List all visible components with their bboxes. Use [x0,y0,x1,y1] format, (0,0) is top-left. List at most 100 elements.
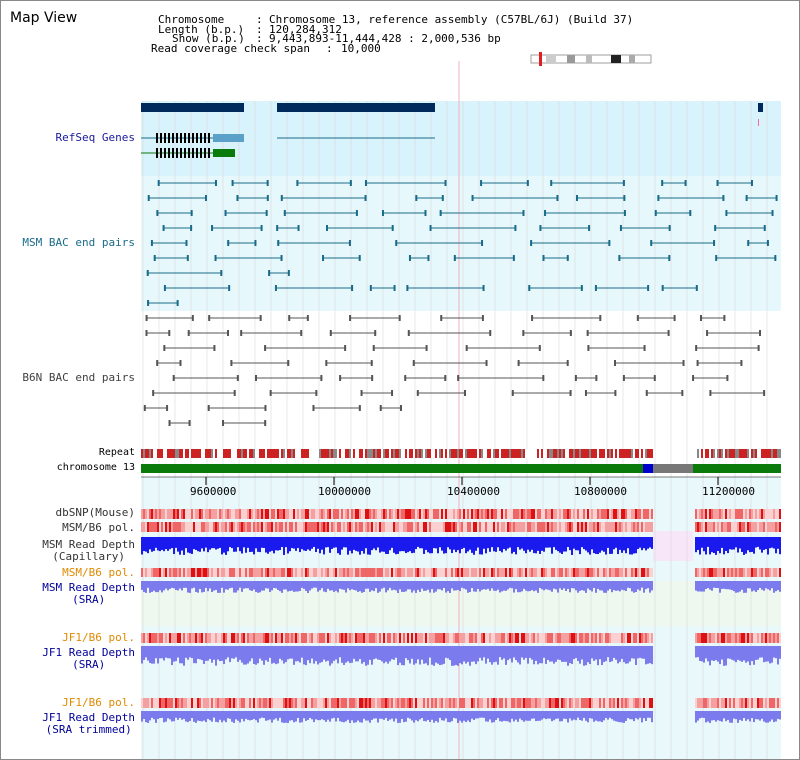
msm-depth-bin [269,537,271,552]
msm-bac-pair-end [211,225,214,231]
jf1-trim-bin [311,711,313,720]
jf1-trim-bin [717,711,719,721]
dbsnp-bin [589,509,591,519]
msm-pol2-bin [297,568,299,577]
jf1-trim-bin [553,711,555,721]
jf1-trim-bin [151,711,153,718]
jf1-pol2-bin [465,698,467,708]
jf1-pol2-bin [377,698,379,708]
msm-pol-bin [475,522,477,532]
msm-pol2-bin [389,568,391,577]
jf1-pol2-bin [739,698,741,708]
b6n-bac-pair-end [188,420,191,426]
track-label-msm-pol-2[interactable]: MSM/B6 pol. [62,566,135,579]
b6n-bac-pair-end [569,330,572,336]
jf1-pol2-bin [749,698,751,708]
track-label-jf1-depth-trim[interactable]: JF1 Read Depth (SRA trimmed) [42,711,135,736]
jf1-trim-bin [607,711,609,720]
jf1-pol-bin [539,633,541,643]
track-label-msm-depth-cap[interactable]: MSM Read Depth (Capillary) [42,538,135,563]
msm-pol2-bin [209,568,211,577]
msm-depth-bin [365,537,367,549]
msm-pol-bin [637,522,639,532]
jf1-trim-bin [225,711,227,723]
msm-pol2-bin [401,568,403,577]
jf1-pol-bin [437,633,439,643]
msm-depth-bin [305,537,307,551]
repeat-block [441,449,443,458]
track-label-msm-depth-sra[interactable]: MSM Read Depth (SRA) [42,581,135,606]
chromosome-ideogram[interactable] [530,52,652,66]
track-label-jf1-depth-sra[interactable]: JF1 Read Depth (SRA) [42,646,135,671]
repeat-block [701,449,703,458]
jf1-sra-bin [765,646,767,662]
repeat-block [431,449,433,458]
repeat-block [629,449,631,458]
msm-pol-bin [479,522,481,532]
track-label-msm-bac[interactable]: MSM BAC end pairs [22,236,135,249]
track-label-msm-pol-1[interactable]: MSM/B6 pol. [62,521,135,534]
track-label-dbsnp[interactable]: dbSNP(Mouse) [55,506,135,519]
repeat-block [779,449,781,458]
jf1-pol2-bin [505,698,507,708]
jf1-trim-bin [491,711,493,723]
jf1-sra-bin [599,646,601,660]
jf1-trim-bin [285,711,287,723]
jf1-pol-bin [417,633,419,643]
msm-pol-bin [575,522,577,532]
msm-pol2-bin [731,568,733,577]
msm-pol-bin [631,522,633,532]
refseq-exon [196,148,198,158]
msm-pol-bin [315,522,317,532]
jf1-pol-bin [227,633,229,643]
track-label-jf1-pol-2[interactable]: JF1/B6 pol. [62,696,135,709]
jf1-pol2-bin [401,698,403,708]
msm-bac-pair-end [441,195,444,201]
msm-pol-bin [493,522,495,532]
jf1-sra-bin [439,646,441,666]
jf1-pol2-bin [777,698,779,708]
b6n-bac-pair-end [695,345,698,351]
jf1-pol-bin [711,633,713,643]
dbsnp-bin [573,509,575,519]
msm-depth-bin [335,537,337,548]
jf1-sra-bin [757,646,759,660]
repeat-block [517,449,519,458]
repeat-block [477,449,479,458]
jf1-sra-bin [261,646,263,661]
jf1-pol2-bin [597,698,599,708]
dbsnp-bin [209,509,211,519]
jf1-pol-bin [481,633,483,643]
jf1-pol2-bin [161,698,163,708]
repeat-block [495,449,497,458]
msm-pol-bin [223,522,225,532]
track-label-jf1-pol-1[interactable]: JF1/B6 pol. [62,631,135,644]
repeat-block [215,449,217,458]
track-label-refseq[interactable]: RefSeq Genes [55,131,135,144]
jf1-trim-bin [419,711,421,720]
jf1-trim-bin [271,711,273,723]
track-label-b6n-bac[interactable]: B6N BAC end pairs [22,371,135,384]
msm-sra-bin [775,581,777,592]
jf1-pol-bin [723,633,725,643]
b6n-bac-pair-end [259,315,262,321]
msm-pol2-bin [341,568,343,577]
msm-pol2-bin [539,568,541,577]
jf1-pol-bin [521,633,523,643]
repeat-block [401,449,403,458]
dbsnp-bin [309,509,311,519]
repeat-block [141,449,143,458]
repeat-block [159,449,161,458]
msm-pol-bin [349,522,351,532]
repeat-block [319,449,321,458]
msm-pol2-bin [715,568,717,577]
dbsnp-bin [753,509,755,519]
msm-depth-bin [285,537,287,548]
msm-sra-bin [541,581,543,590]
msm-sra-bin [633,581,635,593]
jf1-pol2-bin [571,698,573,708]
msm-pol-bin [583,522,585,532]
chromosome-label: Chromosome [158,13,225,26]
msm-pol2-bin [327,568,329,577]
jf1-pol-bin [695,633,697,643]
